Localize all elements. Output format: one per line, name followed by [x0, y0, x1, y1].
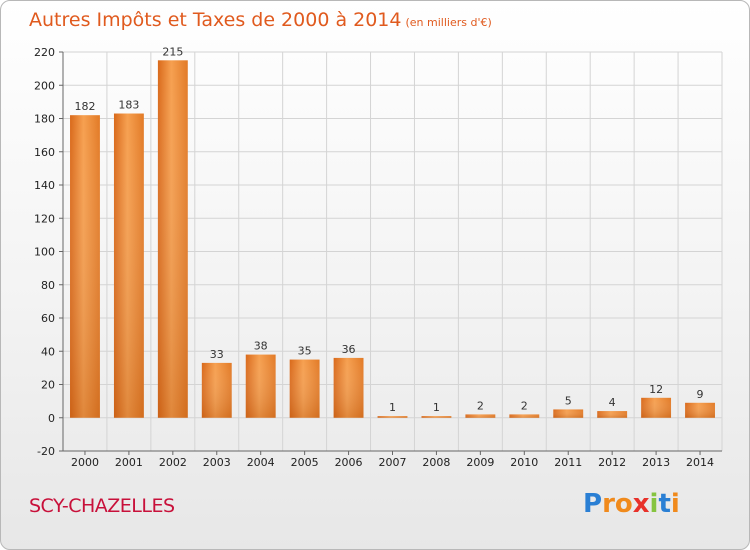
value-label-2013: 12 — [649, 383, 663, 396]
bar-shade-2006 — [333, 357, 364, 418]
logo-letter: i — [670, 489, 680, 519]
bar-shade-2007 — [377, 416, 408, 418]
value-label-2008: 1 — [433, 401, 440, 414]
x-axis: 2000 2001 2002 2003 2004 2005 2006 2007 2008 2009… — [71, 451, 714, 469]
value-label-2004: 38 — [254, 340, 268, 353]
y-tick-label: 0 — [48, 412, 55, 425]
bar-shade-2012 — [597, 411, 628, 418]
value-label-2014: 9 — [697, 388, 704, 401]
value-label-2006: 36 — [342, 343, 356, 356]
value-label-2003: 33 — [210, 348, 224, 361]
commune-name: SCY-CHAZELLES — [29, 495, 175, 517]
x-tick-label-2000: 2000 — [71, 456, 99, 469]
logo-letter: P — [583, 489, 603, 519]
bar-shade-2009 — [465, 414, 496, 418]
bar-shade-2008 — [421, 416, 452, 418]
chart-title-text: Autres Impôts et Taxes de 2000 à 2014 — [29, 9, 402, 31]
x-tick-label-2009: 2009 — [466, 456, 494, 469]
x-tick-label-2011: 2011 — [554, 456, 582, 469]
y-tick-label: 20 — [41, 379, 55, 392]
bar-shade-2011 — [553, 409, 584, 418]
value-label-2000: 182 — [74, 100, 95, 113]
value-label-2012: 4 — [609, 396, 616, 409]
value-label-2009: 2 — [477, 399, 484, 412]
logo-letter: t — [658, 489, 671, 519]
value-label-2001: 183 — [118, 99, 139, 112]
x-tick-label-2010: 2010 — [510, 456, 538, 469]
y-tick-label: 80 — [41, 279, 55, 292]
logo-letter: r — [602, 489, 615, 519]
bar-shade-2014 — [685, 402, 715, 418]
y-tick-label: 100 — [34, 246, 55, 259]
logo-letter: o — [614, 489, 633, 519]
x-tick-label-2013: 2013 — [642, 456, 670, 469]
y-tick-label: -20 — [37, 445, 55, 458]
value-label-2007: 1 — [389, 401, 396, 414]
bar-shade-2003 — [201, 362, 232, 418]
y-tick-label: 220 — [34, 46, 55, 59]
y-tick-label: 160 — [34, 146, 55, 159]
bar-shade-2002 — [157, 60, 188, 418]
x-tick-label-2008: 2008 — [422, 456, 450, 469]
proxiti-logo: Proxiti — [583, 489, 680, 519]
y-tick-label: 140 — [34, 179, 55, 192]
x-tick-label-2001: 2001 — [115, 456, 143, 469]
bar-shade-2005 — [289, 359, 320, 418]
x-tick-label-2002: 2002 — [159, 456, 187, 469]
x-tick-label-2005: 2005 — [291, 456, 319, 469]
bar-shade-2004 — [245, 354, 276, 418]
value-label-2002: 215 — [162, 45, 183, 58]
bar-shade-2010 — [509, 414, 540, 418]
y-tick-label: 200 — [34, 79, 55, 92]
y-tick-label: 40 — [41, 345, 55, 358]
chart-subtitle: (en milliers d'€) — [405, 16, 492, 29]
value-label-2011: 5 — [565, 394, 572, 407]
bar-shade-2000 — [70, 115, 100, 418]
bars — [70, 60, 715, 418]
x-tick-label-2014: 2014 — [686, 456, 714, 469]
logo-letter: i — [649, 489, 659, 519]
x-tick-label-2003: 2003 — [203, 456, 231, 469]
y-tick-label: 180 — [34, 113, 55, 126]
x-tick-label-2006: 2006 — [335, 456, 363, 469]
value-label-2010: 2 — [521, 399, 528, 412]
x-tick-label-2004: 2004 — [247, 456, 275, 469]
x-tick-label-2012: 2012 — [598, 456, 626, 469]
logo-letter: x — [632, 489, 650, 519]
chart-title: Autres Impôts et Taxes de 2000 à 2014 (en… — [29, 9, 492, 31]
y-tick-label: 60 — [41, 312, 55, 325]
value-label-2005: 35 — [298, 345, 312, 358]
bar-shade-2013 — [641, 397, 672, 418]
x-tick-label-2007: 2007 — [379, 456, 407, 469]
y-tick-label: 120 — [34, 212, 55, 225]
bar-shade-2001 — [113, 113, 144, 418]
